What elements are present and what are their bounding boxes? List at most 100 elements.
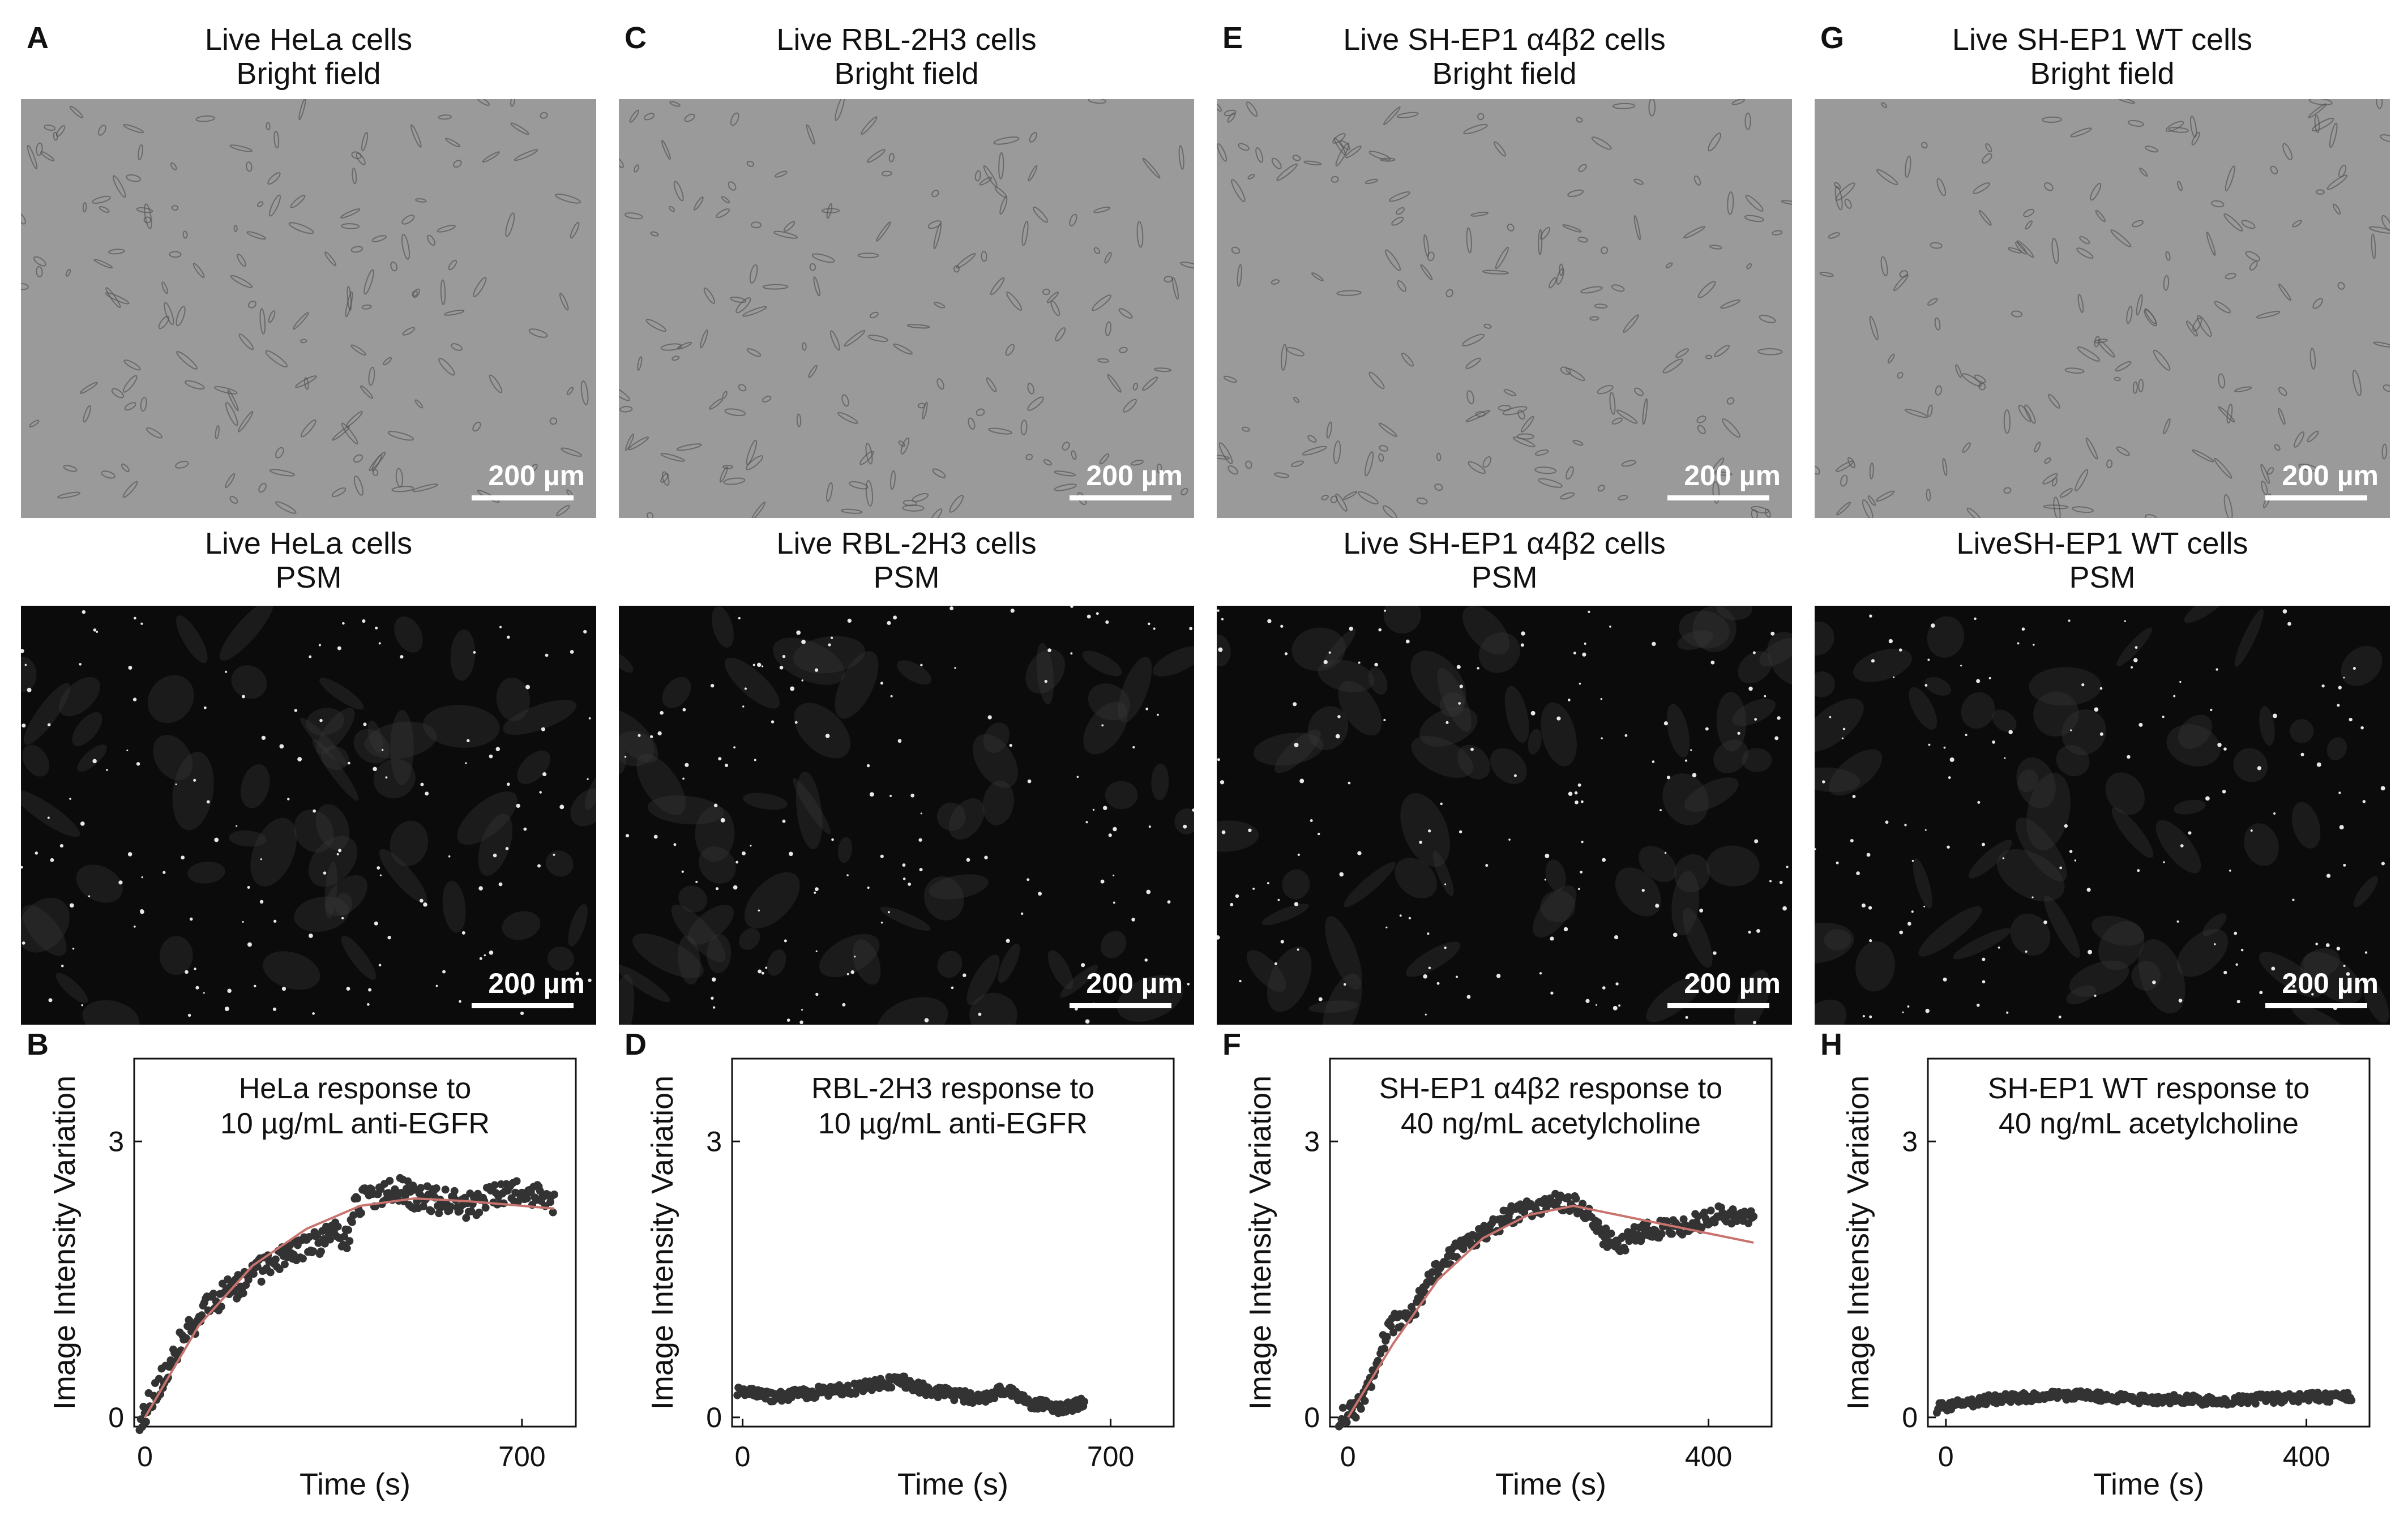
cell-shape xyxy=(99,206,110,213)
bright-spot xyxy=(790,686,795,691)
cell-signal xyxy=(632,934,704,978)
bright-spot xyxy=(816,669,818,671)
cell-shape xyxy=(2139,168,2148,177)
cell-shape xyxy=(351,151,362,160)
cell-signal xyxy=(767,949,786,976)
bright-spot xyxy=(1085,821,1088,824)
data-point xyxy=(1338,1403,1347,1412)
cell-shape xyxy=(331,487,347,497)
bright-spot xyxy=(375,626,378,630)
cell-shape xyxy=(1274,472,1290,478)
bright-spot xyxy=(1601,737,1603,739)
cell-shape xyxy=(1751,509,1758,518)
bright-spot xyxy=(1521,631,1525,636)
bright-spot xyxy=(61,964,64,967)
cell-shape xyxy=(1982,153,1992,164)
cell-signal xyxy=(1528,729,1542,755)
bright-spot xyxy=(542,772,547,777)
bright-field-title-line1: Live SH-EP1 α4β2 cells xyxy=(1343,23,1666,57)
response-plot: 0 700 0 3 Time (s) Image Intensity Variation H… xyxy=(21,1027,596,1537)
cell-shape xyxy=(414,399,424,409)
cell-shape xyxy=(1397,280,1406,292)
cell-shape xyxy=(1054,470,1076,477)
cell-signal xyxy=(2341,645,2383,686)
cell-shape xyxy=(1463,123,1488,135)
cell-shape xyxy=(796,413,802,427)
bright-spot xyxy=(1943,977,1947,982)
data-point xyxy=(271,1255,280,1264)
cell-signal xyxy=(229,830,267,847)
bright-spot xyxy=(1577,783,1581,787)
bright-spot xyxy=(1113,827,1117,832)
bright-spot xyxy=(1147,622,1150,626)
cell-shape xyxy=(1612,102,1636,109)
bright-spot xyxy=(162,871,166,874)
panel-letter: C xyxy=(625,21,647,55)
data-point xyxy=(1638,1232,1646,1241)
fit-curve xyxy=(144,1197,555,1418)
cell-shape xyxy=(427,234,435,246)
cell-shape xyxy=(124,402,136,411)
bright-spot xyxy=(499,626,502,628)
bright-spot xyxy=(195,986,199,990)
cell-shape xyxy=(474,99,490,106)
cell-signal xyxy=(1961,692,1995,729)
cell-shape xyxy=(1237,264,1242,287)
bright-spot xyxy=(1852,794,1856,798)
data-point xyxy=(1367,1383,1376,1392)
cell-shape xyxy=(2307,430,2319,443)
cell-shape xyxy=(2025,220,2033,230)
cell-shape xyxy=(2095,209,2106,222)
cell-shape xyxy=(451,343,463,351)
x-tick-label: 700 xyxy=(1087,1441,1134,1472)
bright-spot xyxy=(2223,747,2227,751)
cell-shape xyxy=(290,194,306,208)
cell-shape xyxy=(1705,354,1713,359)
cell-shape xyxy=(2352,370,2362,396)
cell-shape xyxy=(1633,178,1644,185)
cell-shape xyxy=(722,391,728,399)
cell-shape xyxy=(1516,433,1534,440)
cell-shape xyxy=(2261,481,2268,495)
cell-shape xyxy=(865,480,874,507)
plot-title-line2: 10 µg/mL anti-EGFR xyxy=(818,1107,1088,1140)
cell-signal xyxy=(647,795,724,825)
cell-shape xyxy=(227,389,239,412)
cell-shape xyxy=(1744,215,1764,222)
cell-shape xyxy=(2309,348,2316,370)
bright-spot xyxy=(758,909,760,912)
cell-signal xyxy=(59,677,100,717)
bright-spot xyxy=(2064,824,2068,828)
cell-shape xyxy=(2190,115,2197,138)
cell-shape xyxy=(1071,450,1077,460)
bright-spot xyxy=(1113,901,1115,904)
data-point xyxy=(275,1265,284,1273)
cell-shape xyxy=(1549,277,1557,289)
cell-signal xyxy=(1344,862,1396,907)
cell-signal xyxy=(308,836,358,887)
bright-spot xyxy=(2179,680,2182,683)
cell-signal xyxy=(159,936,193,975)
bright-spot xyxy=(2033,644,2035,646)
cell-signal xyxy=(1738,651,1772,684)
cell-shape xyxy=(861,116,878,135)
bright-spot xyxy=(1692,773,1697,778)
cell-shape xyxy=(1819,272,1834,277)
bright-spot xyxy=(1520,643,1524,647)
bright-spot xyxy=(93,628,97,632)
cell-shape xyxy=(2282,143,2293,161)
cell-shape xyxy=(859,451,874,465)
bright-spot xyxy=(2133,658,2138,662)
cell-signal xyxy=(319,678,364,710)
bright-spot xyxy=(1038,892,1042,896)
cell-shape xyxy=(735,297,751,314)
bright-spot xyxy=(2021,627,2025,631)
bright-spot xyxy=(24,663,27,666)
bright-spot xyxy=(227,988,232,994)
cell-shape xyxy=(1556,268,1564,285)
cell-signal xyxy=(1815,671,1835,697)
cell-shape xyxy=(719,466,728,483)
cell-shape xyxy=(1697,281,1716,298)
bright-spot xyxy=(801,679,803,682)
bright-spot xyxy=(1579,682,1581,685)
